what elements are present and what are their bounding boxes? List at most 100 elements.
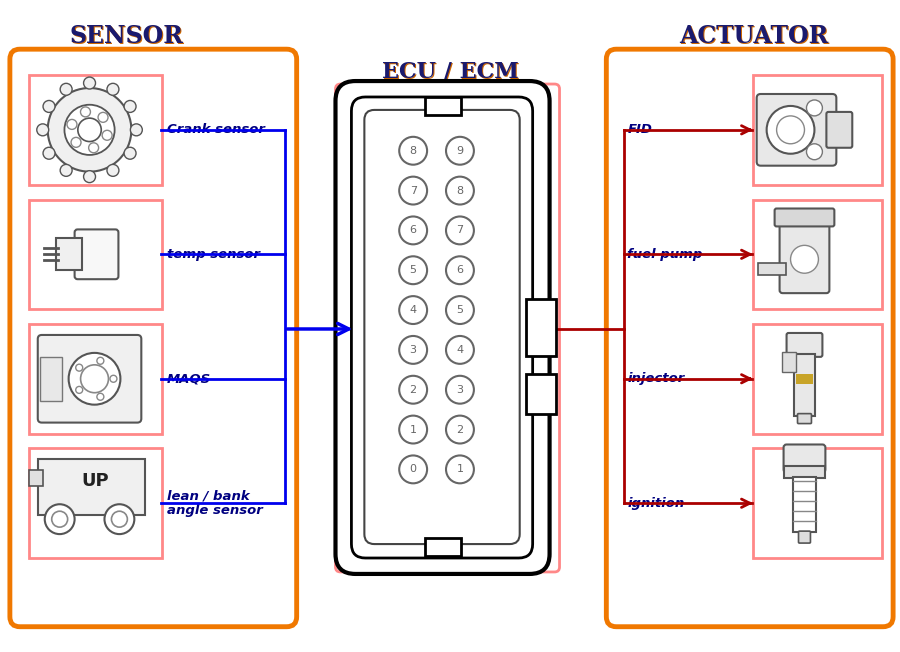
Text: 7: 7 <box>410 186 417 196</box>
FancyBboxPatch shape <box>752 324 882 434</box>
FancyBboxPatch shape <box>796 374 814 384</box>
FancyBboxPatch shape <box>787 333 823 357</box>
Text: 6: 6 <box>410 226 417 235</box>
FancyBboxPatch shape <box>351 97 533 558</box>
Circle shape <box>124 100 136 112</box>
Circle shape <box>806 100 823 116</box>
Text: ignition: ignition <box>627 497 685 510</box>
Circle shape <box>48 88 131 171</box>
Circle shape <box>806 144 823 160</box>
Circle shape <box>45 504 75 534</box>
Circle shape <box>97 357 104 364</box>
Circle shape <box>446 177 474 205</box>
Circle shape <box>104 504 134 534</box>
FancyBboxPatch shape <box>29 449 162 558</box>
FancyBboxPatch shape <box>794 354 815 415</box>
Circle shape <box>124 147 136 159</box>
FancyBboxPatch shape <box>526 374 555 413</box>
Circle shape <box>400 137 428 165</box>
Circle shape <box>71 138 81 147</box>
FancyBboxPatch shape <box>779 215 830 293</box>
Text: SENSOR: SENSOR <box>70 25 184 50</box>
Circle shape <box>446 296 474 324</box>
Text: UP: UP <box>82 472 109 490</box>
Circle shape <box>767 106 814 154</box>
Circle shape <box>97 393 104 400</box>
FancyBboxPatch shape <box>38 335 141 422</box>
Text: 6: 6 <box>456 265 464 275</box>
Circle shape <box>80 107 90 117</box>
Text: 5: 5 <box>410 265 417 275</box>
Text: ECU / ECM: ECU / ECM <box>382 61 519 83</box>
FancyBboxPatch shape <box>40 357 62 401</box>
Text: Crank sensor: Crank sensor <box>167 123 266 136</box>
Text: 9: 9 <box>456 146 464 156</box>
FancyBboxPatch shape <box>752 449 882 558</box>
Circle shape <box>67 119 76 129</box>
Text: 2: 2 <box>456 424 464 434</box>
Circle shape <box>51 511 68 527</box>
Text: 1: 1 <box>456 464 464 475</box>
Circle shape <box>446 336 474 364</box>
Text: 3: 3 <box>410 345 417 355</box>
FancyBboxPatch shape <box>784 445 825 472</box>
Text: MAQS: MAQS <box>167 372 212 385</box>
FancyBboxPatch shape <box>29 75 162 185</box>
Circle shape <box>84 77 95 89</box>
Text: FID: FID <box>627 123 652 136</box>
FancyBboxPatch shape <box>793 477 816 532</box>
Circle shape <box>400 256 428 284</box>
Circle shape <box>81 365 109 393</box>
FancyBboxPatch shape <box>425 538 461 556</box>
Text: 7: 7 <box>456 226 464 235</box>
Circle shape <box>76 364 83 371</box>
Circle shape <box>400 216 428 244</box>
Circle shape <box>98 112 108 123</box>
FancyBboxPatch shape <box>798 531 811 543</box>
Text: temp sensor: temp sensor <box>167 248 260 261</box>
Text: 5: 5 <box>456 305 464 315</box>
Circle shape <box>112 511 128 527</box>
Circle shape <box>84 171 95 183</box>
Text: 4: 4 <box>410 305 417 315</box>
Circle shape <box>107 83 119 95</box>
FancyBboxPatch shape <box>758 263 786 275</box>
FancyBboxPatch shape <box>29 324 162 434</box>
FancyBboxPatch shape <box>29 470 42 486</box>
Text: 8: 8 <box>410 146 417 156</box>
Circle shape <box>400 336 428 364</box>
Text: injector: injector <box>627 372 685 385</box>
FancyBboxPatch shape <box>781 352 796 372</box>
Circle shape <box>400 456 428 483</box>
Circle shape <box>107 164 119 176</box>
FancyBboxPatch shape <box>29 200 162 309</box>
FancyBboxPatch shape <box>364 110 519 544</box>
Circle shape <box>446 415 474 443</box>
Circle shape <box>77 118 102 141</box>
FancyBboxPatch shape <box>784 466 825 479</box>
Circle shape <box>60 164 72 176</box>
Text: 1: 1 <box>410 424 417 434</box>
FancyBboxPatch shape <box>336 81 550 574</box>
Circle shape <box>130 124 142 136</box>
Circle shape <box>68 353 121 405</box>
Circle shape <box>446 256 474 284</box>
Circle shape <box>446 456 474 483</box>
FancyBboxPatch shape <box>775 209 834 226</box>
Circle shape <box>88 143 99 153</box>
Circle shape <box>60 83 72 95</box>
Circle shape <box>790 245 818 273</box>
Circle shape <box>400 415 428 443</box>
Circle shape <box>400 296 428 324</box>
FancyBboxPatch shape <box>38 460 145 515</box>
Circle shape <box>446 216 474 244</box>
Text: 8: 8 <box>456 186 464 196</box>
FancyBboxPatch shape <box>526 299 555 356</box>
FancyBboxPatch shape <box>75 230 119 279</box>
Circle shape <box>446 376 474 404</box>
Circle shape <box>37 124 49 136</box>
Text: ECU / ECM: ECU / ECM <box>382 60 518 82</box>
Text: 2: 2 <box>410 385 417 394</box>
Circle shape <box>43 147 55 159</box>
FancyBboxPatch shape <box>826 112 852 148</box>
